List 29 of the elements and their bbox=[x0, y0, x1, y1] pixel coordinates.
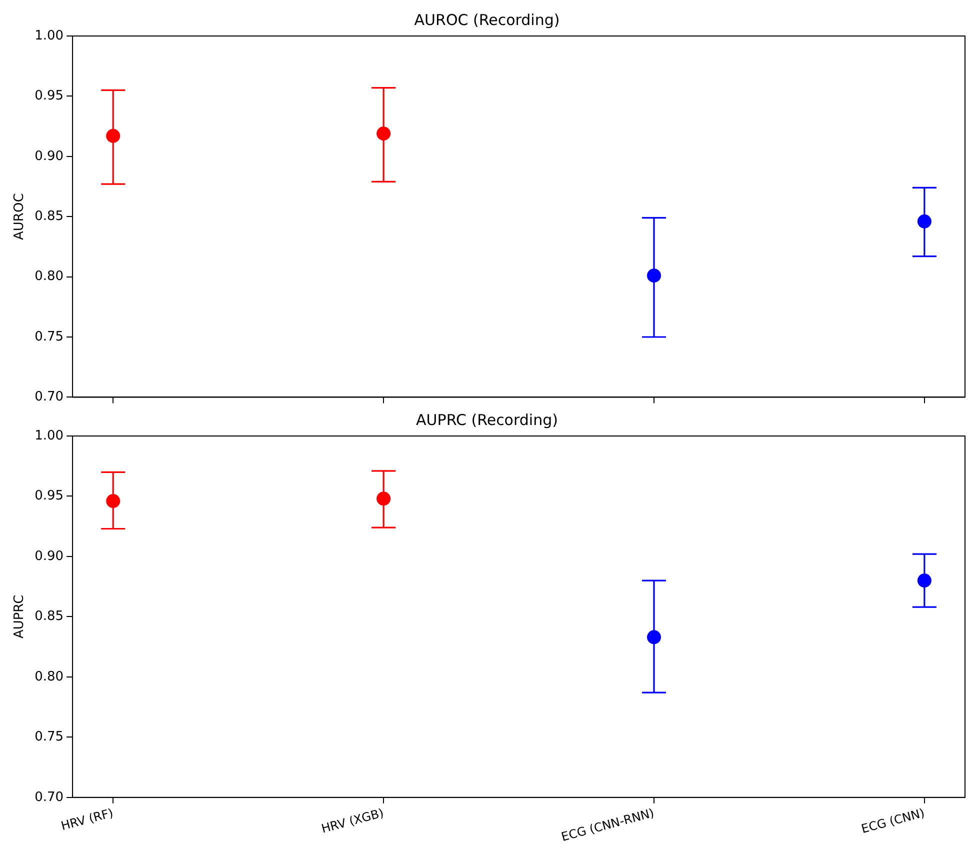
point bbox=[376, 492, 391, 506]
y-tick-label: 0.85 bbox=[34, 208, 64, 224]
chart-title: AUROC (Recording) bbox=[414, 10, 560, 29]
point bbox=[376, 126, 391, 141]
chart-title: AUPRC (Recording) bbox=[416, 410, 558, 429]
y-tick-label: 0.75 bbox=[34, 730, 64, 745]
point bbox=[106, 494, 120, 508]
point bbox=[917, 574, 932, 588]
x-tick-label: ECG (CNN) bbox=[860, 806, 926, 836]
y-tick-label: 0.90 bbox=[34, 548, 64, 564]
point bbox=[646, 268, 661, 283]
y-axis-title: AUPRC bbox=[12, 594, 28, 639]
y-tick-label: 0.70 bbox=[34, 790, 64, 805]
y-tick-label: 0.90 bbox=[34, 148, 64, 164]
x-tick-label: HRV (RF) bbox=[60, 806, 115, 834]
x-tick-label: HRV (XGB) bbox=[320, 806, 386, 836]
y-tick-label: 1.00 bbox=[34, 28, 64, 44]
y-tick-label: 0.80 bbox=[34, 269, 64, 284]
y-tick-label: 0.85 bbox=[34, 609, 64, 624]
y-tick-label: 1.00 bbox=[34, 428, 64, 444]
point bbox=[646, 630, 661, 644]
y-tick-label: 0.70 bbox=[34, 390, 64, 405]
point bbox=[917, 214, 932, 228]
y-tick-label: 0.75 bbox=[34, 329, 64, 344]
y-tick-label: 0.95 bbox=[34, 488, 64, 504]
point bbox=[106, 128, 120, 143]
y-tick-label: 0.95 bbox=[34, 88, 64, 104]
y-tick-label: 0.80 bbox=[34, 669, 64, 684]
y-axis-title: AUROC bbox=[12, 193, 28, 240]
